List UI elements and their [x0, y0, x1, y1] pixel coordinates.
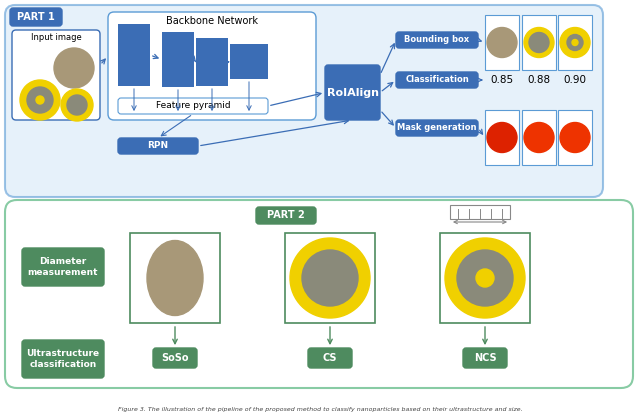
Text: SoSo: SoSo — [161, 353, 189, 363]
Text: CS: CS — [323, 353, 337, 363]
Text: 0.88: 0.88 — [527, 75, 550, 85]
Text: Classification: Classification — [405, 75, 469, 84]
Circle shape — [457, 250, 513, 306]
Text: RPN: RPN — [147, 141, 168, 151]
Bar — [485, 110, 519, 165]
Text: Bounding box: Bounding box — [404, 35, 470, 45]
Circle shape — [560, 122, 590, 153]
Text: Feature pyramid: Feature pyramid — [156, 102, 230, 111]
Bar — [558, 110, 592, 165]
Circle shape — [67, 95, 87, 115]
Circle shape — [302, 250, 358, 306]
Bar — [440, 233, 530, 323]
Text: NCS: NCS — [474, 353, 496, 363]
Bar — [162, 32, 194, 87]
FancyBboxPatch shape — [108, 12, 316, 120]
Text: 0.85: 0.85 — [490, 75, 513, 85]
Circle shape — [487, 122, 517, 153]
Text: Mask generation: Mask generation — [397, 124, 477, 133]
Circle shape — [524, 27, 554, 57]
Text: RoIAlign: RoIAlign — [326, 87, 378, 97]
FancyBboxPatch shape — [5, 5, 603, 197]
Bar — [558, 15, 592, 70]
Circle shape — [61, 89, 93, 121]
Circle shape — [54, 48, 94, 88]
FancyBboxPatch shape — [22, 248, 104, 286]
Text: Input image: Input image — [31, 34, 81, 42]
Text: 0.90: 0.90 — [563, 75, 586, 85]
FancyBboxPatch shape — [118, 138, 198, 154]
Circle shape — [36, 96, 44, 104]
FancyBboxPatch shape — [396, 120, 478, 136]
Bar — [230, 44, 268, 79]
Bar — [196, 38, 228, 86]
Circle shape — [524, 122, 554, 153]
Bar — [118, 24, 150, 86]
FancyBboxPatch shape — [396, 72, 478, 88]
Circle shape — [290, 238, 370, 318]
Circle shape — [567, 35, 583, 50]
Text: PART 2: PART 2 — [267, 210, 305, 220]
FancyBboxPatch shape — [153, 348, 197, 368]
FancyBboxPatch shape — [325, 65, 380, 120]
Circle shape — [445, 238, 525, 318]
FancyBboxPatch shape — [463, 348, 507, 368]
FancyBboxPatch shape — [396, 32, 478, 48]
Bar — [522, 15, 556, 70]
Text: Diameter
measurement: Diameter measurement — [28, 258, 99, 277]
Text: Backbone Network: Backbone Network — [166, 16, 258, 26]
Circle shape — [20, 80, 60, 120]
Circle shape — [560, 27, 590, 57]
FancyBboxPatch shape — [256, 207, 316, 224]
FancyBboxPatch shape — [118, 98, 268, 114]
Ellipse shape — [147, 240, 203, 315]
FancyBboxPatch shape — [5, 200, 633, 388]
FancyBboxPatch shape — [22, 340, 104, 378]
FancyBboxPatch shape — [10, 8, 62, 26]
Circle shape — [487, 27, 517, 57]
Circle shape — [572, 40, 578, 45]
Circle shape — [27, 87, 53, 113]
Bar — [485, 15, 519, 70]
Bar — [522, 110, 556, 165]
FancyBboxPatch shape — [308, 348, 352, 368]
Bar — [450, 205, 510, 219]
FancyBboxPatch shape — [12, 30, 100, 120]
Circle shape — [529, 32, 549, 52]
Text: Ultrastructure
classification: Ultrastructure classification — [26, 349, 100, 369]
Text: Figure 3. The illustration of the pipeline of the proposed method to classify na: Figure 3. The illustration of the pipeli… — [118, 408, 522, 413]
Text: PART 1: PART 1 — [17, 12, 55, 22]
Circle shape — [476, 269, 494, 287]
Bar — [285, 233, 375, 323]
Bar — [130, 233, 220, 323]
